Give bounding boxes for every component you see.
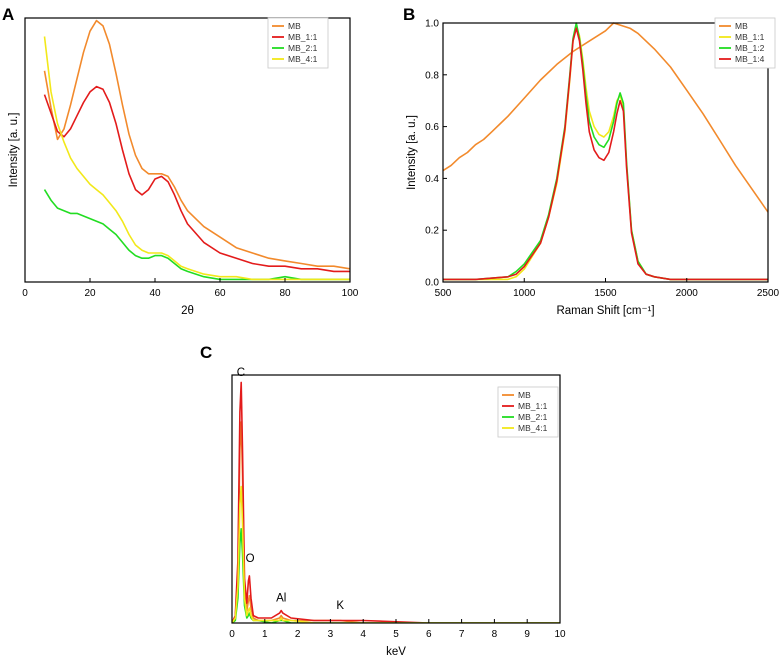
series-line-mb-1-4 bbox=[443, 27, 768, 281]
x-axis-label: Raman Shift [cm⁻¹] bbox=[556, 305, 654, 317]
series-line-mb bbox=[443, 22, 768, 213]
x-tick-label: 2000 bbox=[676, 288, 699, 299]
series-group bbox=[232, 381, 560, 623]
legend-label-mb-1-1: MB_1:1 bbox=[288, 32, 318, 42]
legend-label-mb-1-1: MB_1:1 bbox=[518, 401, 548, 411]
axes-frame bbox=[24, 17, 351, 283]
series-group bbox=[43, 19, 350, 281]
x-tick-label: 2500 bbox=[757, 288, 780, 299]
series-line-mb bbox=[43, 19, 350, 270]
x-tick-label: 80 bbox=[279, 288, 291, 299]
panel-label-c: C bbox=[200, 343, 212, 362]
x-axis-label: 2θ bbox=[181, 305, 194, 317]
x-tick-label: 20 bbox=[84, 288, 96, 299]
x-tick-label: 0 bbox=[22, 288, 28, 299]
legend-label-mb-2-1: MB_2:1 bbox=[288, 43, 318, 53]
y-tick-label: 0.6 bbox=[425, 122, 439, 133]
x-tick-label: 100 bbox=[342, 288, 359, 299]
x-tick-label: 6 bbox=[426, 629, 432, 640]
panel-c: C 0 1 2 3 4 5 6 7 8 9 10 keV C O Al K MBMB_1:1MB_2:1MB_4:… bbox=[200, 343, 566, 658]
x-tick-label: 0 bbox=[229, 629, 235, 640]
y-axis-label: Intensity [a. u.] bbox=[8, 113, 20, 188]
series-line-mb-4-1 bbox=[232, 485, 560, 623]
y-tick-label: 0.4 bbox=[425, 174, 439, 185]
y-tick-label: 1.0 bbox=[425, 19, 439, 30]
x-tick-label: 1500 bbox=[594, 288, 617, 299]
legend-label-mb-1-1: MB_1:1 bbox=[735, 32, 765, 42]
annotation-c: C bbox=[237, 367, 245, 379]
x-tick-label: 5 bbox=[393, 629, 399, 640]
x-tick-label: 1000 bbox=[513, 288, 536, 299]
panel-a: A 0 20 40 60 80 100 2θ Intensity [a. u.] MBMB_1:1… bbox=[2, 5, 359, 317]
series-line-mb-4-1 bbox=[43, 36, 350, 281]
panel-label-a: A bbox=[2, 5, 14, 24]
x-tick-label: 10 bbox=[554, 629, 566, 640]
series-line-mb-1-1 bbox=[43, 85, 350, 273]
x-tick-label: 4 bbox=[360, 629, 366, 640]
x-tick-label: 2 bbox=[295, 629, 301, 640]
series-group bbox=[443, 22, 768, 281]
y-tick-label: 0.8 bbox=[425, 70, 439, 81]
annotation-o: O bbox=[246, 553, 255, 565]
y-axis-label: Intensity [a. u.] bbox=[406, 115, 418, 190]
x-tick-label: 1 bbox=[262, 629, 268, 640]
annotation-al: Al bbox=[276, 593, 286, 605]
panel-b: B 500 1000 1500 2000 2500 0.0 0.2 0.4 0.6 0.8 1.0 Ra… bbox=[403, 5, 780, 317]
x-tick-label: 3 bbox=[328, 629, 334, 640]
x-tick-label: 8 bbox=[492, 629, 498, 640]
y-tick-label: 0.0 bbox=[425, 278, 439, 289]
legend-label-mb-4-1: MB_4:1 bbox=[288, 54, 318, 64]
legend-label-mb: MB bbox=[288, 21, 301, 31]
legend-label-mb-4-1: MB_4:1 bbox=[518, 423, 548, 433]
x-tick-label: 7 bbox=[459, 629, 465, 640]
series-line-mb-2-1 bbox=[232, 527, 560, 623]
annotation-k: K bbox=[336, 600, 344, 612]
series-line-mb-1-1 bbox=[232, 381, 560, 623]
legend-label-mb-1-4: MB_1:4 bbox=[735, 54, 765, 64]
legend-label-mb: MB bbox=[735, 21, 748, 31]
legend-label-mb-1-2: MB_1:2 bbox=[735, 43, 765, 53]
panel-label-b: B bbox=[403, 5, 415, 24]
x-tick-label: 60 bbox=[214, 288, 226, 299]
y-tick-label: 0.2 bbox=[425, 226, 439, 237]
x-tick-label: 500 bbox=[435, 288, 452, 299]
legend-label-mb-2-1: MB_2:1 bbox=[518, 412, 548, 422]
legend-label-mb: MB bbox=[518, 390, 531, 400]
x-tick-label: 40 bbox=[149, 288, 161, 299]
x-axis-label: keV bbox=[386, 646, 406, 658]
x-tick-label: 9 bbox=[524, 629, 530, 640]
